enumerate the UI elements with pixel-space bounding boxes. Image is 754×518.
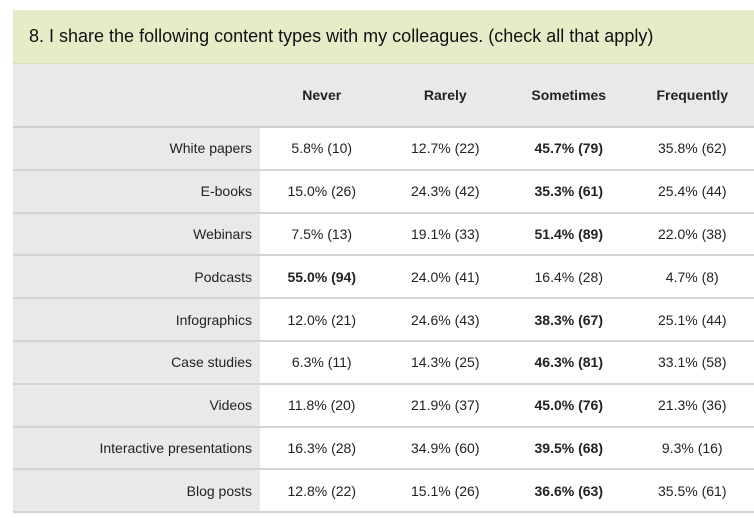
question-title: 8. I share the following content types w…: [13, 10, 754, 64]
table-cell: 39.5% (68): [507, 426, 631, 471]
table-cell: 24.6% (43): [383, 298, 507, 342]
table-row: Case studies 6.3% (11) 14.3% (25) 46.3% (81…: [13, 340, 754, 385]
table-cell: 24.0% (41): [383, 255, 507, 300]
column-header-never: Never: [260, 64, 384, 128]
table-cell: 21.9% (37): [383, 383, 507, 428]
table-cell: 19.1% (33): [383, 212, 507, 257]
table-cell: 16.4% (28): [507, 255, 631, 300]
table-cell: 14.3% (25): [383, 340, 507, 385]
table-cell: 25.1% (44): [630, 298, 754, 342]
table-cell: 51.4% (89): [507, 212, 631, 257]
table-row: Podcasts 55.0% (94) 24.0% (41) 16.4% (28) 4.…: [13, 255, 754, 300]
table-cell: 5.8% (10): [260, 127, 384, 171]
table-row: Webinars 7.5% (13) 19.1% (33) 51.4% (89) 22.…: [13, 212, 754, 257]
column-header-frequently: Frequently: [630, 64, 754, 128]
table-cell: 9.3% (16): [630, 426, 754, 471]
table-cell: 33.1% (58): [630, 340, 754, 385]
table-cell: 45.7% (79): [507, 127, 631, 171]
row-label: Webinars: [13, 212, 260, 257]
table-row: Videos 11.8% (20) 21.9% (37) 45.0% (76) 21.3…: [13, 383, 754, 428]
table-cell: 6.3% (11): [260, 340, 384, 385]
row-label: Podcasts: [13, 255, 260, 300]
row-label: Blog posts: [13, 469, 260, 514]
table-cell: 15.0% (26): [260, 169, 384, 214]
table-row: Interactive presentations 16.3% (28) 34.9%…: [13, 426, 754, 471]
header-row: Never Rarely Sometimes Frequently: [13, 64, 754, 128]
table-cell: 34.9% (60): [383, 426, 507, 471]
table-cell: 36.6% (63): [507, 469, 631, 514]
table-cell: 22.0% (38): [630, 212, 754, 257]
row-label: Case studies: [13, 340, 260, 385]
table-cell: 38.3% (67): [507, 298, 631, 342]
column-header-sometimes: Sometimes: [507, 64, 631, 128]
table-cell: 7.5% (13): [260, 212, 384, 257]
table-cell: 35.8% (62): [630, 127, 754, 171]
table-cell: 21.3% (36): [630, 383, 754, 428]
table-cell: 46.3% (81): [507, 340, 631, 385]
table-cell: 12.0% (21): [260, 298, 384, 342]
table-cell: 55.0% (94): [260, 255, 384, 300]
table-cell: 45.0% (76): [507, 383, 631, 428]
table-cell: 12.8% (22): [260, 469, 384, 514]
table-cell: 24.3% (42): [383, 169, 507, 214]
table-row: Infographics 12.0% (21) 24.6% (43) 38.3% (6…: [13, 298, 754, 342]
table-row: White papers 5.8% (10) 12.7% (22) 45.7% (79…: [13, 127, 754, 171]
table-row: Blog posts 12.8% (22) 15.1% (26) 36.6% (63)…: [13, 469, 754, 514]
row-label: White papers: [13, 127, 260, 171]
table-cell: 4.7% (8): [630, 255, 754, 300]
column-header-rarely: Rarely: [383, 64, 507, 128]
row-label: Videos: [13, 383, 260, 428]
survey-question-panel: 8. I share the following content types w…: [13, 10, 754, 518]
table-cell: 25.4% (44): [630, 169, 754, 214]
table-cell: 15.1% (26): [383, 469, 507, 514]
table-cell: 16.3% (28): [260, 426, 384, 471]
table-cell: 11.8% (20): [260, 383, 384, 428]
row-label: Infographics: [13, 298, 260, 342]
table-row: E-books 15.0% (26) 24.3% (42) 35.3% (61) 25.…: [13, 169, 754, 214]
table-cell: 12.7% (22): [383, 127, 507, 171]
table-cell: 35.5% (61): [630, 469, 754, 514]
header-empty-cell: [13, 64, 260, 128]
row-label: Interactive presentations: [13, 426, 260, 471]
row-label: E-books: [13, 169, 260, 214]
table-cell: 35.3% (61): [507, 169, 631, 214]
results-table: Never Rarely Sometimes Frequently White …: [13, 64, 754, 514]
